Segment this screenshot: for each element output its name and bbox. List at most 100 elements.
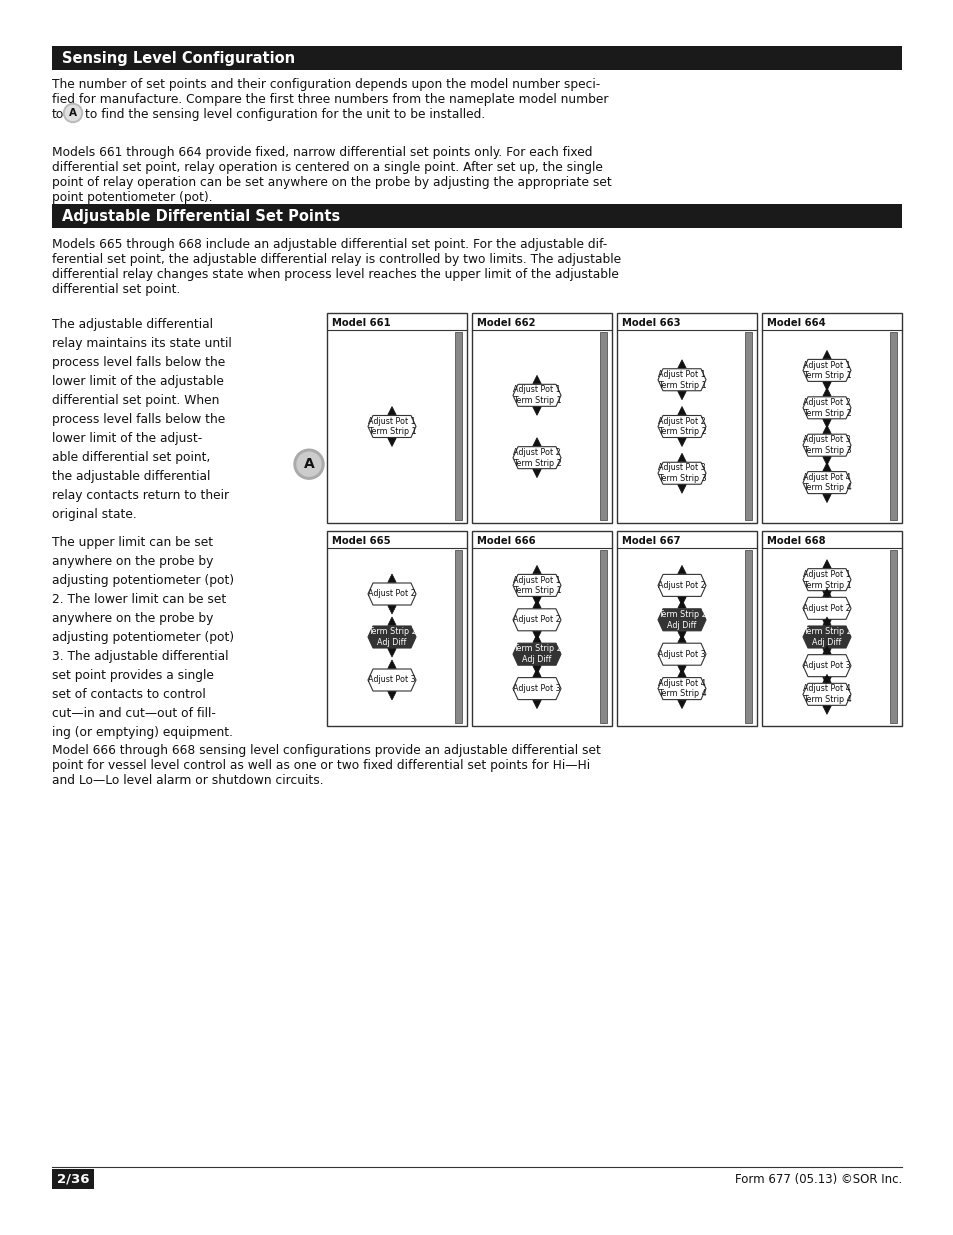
Text: Adjust Pot 2
Term Strip 2: Adjust Pot 2 Term Strip 2	[801, 398, 850, 417]
Text: A: A	[69, 107, 77, 119]
Text: Adjust Pot 3
Term Strip 3: Adjust Pot 3 Term Strip 3	[801, 435, 850, 454]
Polygon shape	[532, 597, 540, 605]
Polygon shape	[658, 678, 705, 699]
Polygon shape	[387, 648, 395, 657]
Polygon shape	[821, 425, 830, 433]
Text: differential set point, relay operation is centered on a single point. After set: differential set point, relay operation …	[52, 161, 602, 174]
Text: to find the sensing level configuration for the unit to be installed.: to find the sensing level configuration …	[85, 107, 485, 121]
Polygon shape	[821, 706, 830, 714]
Circle shape	[64, 104, 82, 122]
Bar	[761, 312, 901, 522]
Text: Adjustable Differential Set Points: Adjustable Differential Set Points	[62, 209, 340, 224]
Polygon shape	[658, 609, 705, 631]
Polygon shape	[821, 618, 830, 625]
Bar	[327, 312, 467, 522]
Polygon shape	[368, 583, 416, 605]
Text: Adjust Pot 1
Term Strip 1: Adjust Pot 1 Term Strip 1	[512, 576, 560, 595]
Text: point for vessel level control as well as one or two fixed differential set poin: point for vessel level control as well a…	[52, 760, 590, 772]
Text: Models 665 through 668 include an adjustable differential set point. For the adj: Models 665 through 668 include an adjust…	[52, 238, 607, 251]
Polygon shape	[513, 384, 560, 406]
Bar	[455, 550, 461, 722]
Polygon shape	[532, 408, 540, 415]
Polygon shape	[532, 469, 540, 478]
Text: Adjust Pot 1
Term Strip 1: Adjust Pot 1 Term Strip 1	[801, 361, 850, 380]
Polygon shape	[368, 626, 416, 648]
Polygon shape	[802, 359, 850, 382]
Text: A: A	[303, 457, 314, 472]
Polygon shape	[821, 457, 830, 466]
Text: Form 677 (05.13) ©SOR Inc.: Form 677 (05.13) ©SOR Inc.	[734, 1172, 901, 1186]
Text: The number of set points and their configuration depends upon the model number s: The number of set points and their confi…	[52, 78, 599, 91]
Polygon shape	[387, 618, 395, 625]
Bar	[617, 531, 757, 726]
Text: Model 665: Model 665	[332, 536, 390, 546]
Circle shape	[296, 452, 320, 477]
Polygon shape	[821, 494, 830, 503]
Text: Sensing Level Configuration: Sensing Level Configuration	[62, 51, 294, 65]
Polygon shape	[368, 669, 416, 692]
Polygon shape	[677, 485, 685, 493]
Polygon shape	[677, 666, 685, 674]
Polygon shape	[658, 574, 705, 597]
Polygon shape	[802, 435, 850, 456]
Text: The upper limit can be set
anywhere on the probe by
adjusting potentiometer (pot: The upper limit can be set anywhere on t…	[52, 536, 233, 739]
Text: Adjust Pot 1
Term Strip 1: Adjust Pot 1 Term Strip 1	[801, 569, 850, 589]
Text: Term Strip 2
Adj Diff: Term Strip 2 Adj Diff	[801, 627, 850, 647]
Text: Adjust Pot 1
Term Strip 1: Adjust Pot 1 Term Strip 1	[367, 416, 416, 436]
Polygon shape	[821, 588, 830, 597]
Polygon shape	[677, 453, 685, 462]
Polygon shape	[821, 382, 830, 390]
Polygon shape	[821, 648, 830, 657]
Bar	[455, 332, 461, 520]
Bar	[472, 531, 612, 726]
Text: Adjust Pot 2: Adjust Pot 2	[513, 615, 560, 625]
Polygon shape	[821, 351, 830, 359]
Polygon shape	[677, 635, 685, 642]
Polygon shape	[677, 600, 685, 608]
Polygon shape	[532, 566, 540, 574]
Polygon shape	[821, 674, 830, 683]
Polygon shape	[368, 415, 416, 437]
Polygon shape	[387, 574, 395, 583]
Text: to: to	[52, 107, 64, 121]
Text: differential set point.: differential set point.	[52, 283, 180, 296]
Polygon shape	[677, 438, 685, 447]
Polygon shape	[513, 643, 560, 666]
Text: Model 663: Model 663	[621, 317, 679, 327]
Polygon shape	[802, 655, 850, 677]
Polygon shape	[658, 369, 705, 390]
Text: point potentiometer (pot).: point potentiometer (pot).	[52, 191, 213, 204]
Text: Adjust Pot 2
Term Strip 2: Adjust Pot 2 Term Strip 2	[657, 416, 705, 436]
Polygon shape	[677, 700, 685, 709]
Polygon shape	[821, 463, 830, 471]
Polygon shape	[677, 597, 685, 605]
Text: Adjust Pot 1
Term Strip 1: Adjust Pot 1 Term Strip 1	[512, 385, 560, 405]
Text: Model 666: Model 666	[476, 536, 535, 546]
Polygon shape	[677, 359, 685, 368]
Text: Adjust Pot 1
Term Strip 1: Adjust Pot 1 Term Strip 1	[657, 369, 705, 389]
Bar	[889, 332, 896, 520]
Polygon shape	[677, 566, 685, 574]
Text: Adjust Pot 4
Term Strip 4: Adjust Pot 4 Term Strip 4	[801, 473, 850, 493]
Text: Adjust Pot 2
Term Strip 2: Adjust Pot 2 Term Strip 2	[512, 448, 560, 468]
Text: Adjust Pot 3: Adjust Pot 3	[513, 684, 560, 693]
Text: Model 662: Model 662	[476, 317, 535, 327]
Bar	[617, 312, 757, 522]
Text: Model 661: Model 661	[332, 317, 391, 327]
Text: Adjust Pot 2: Adjust Pot 2	[368, 589, 416, 599]
Text: Term Strip 2
Adj Diff: Term Strip 2 Adj Diff	[367, 627, 416, 647]
Polygon shape	[658, 462, 705, 484]
Bar	[889, 550, 896, 722]
Polygon shape	[802, 598, 850, 619]
Text: Adjust Pot 3: Adjust Pot 3	[368, 676, 416, 684]
Polygon shape	[802, 472, 850, 494]
Polygon shape	[532, 600, 540, 608]
Polygon shape	[821, 646, 830, 655]
Polygon shape	[821, 677, 830, 685]
Text: Models 661 through 664 provide fixed, narrow differential set points only. For e: Models 661 through 664 provide fixed, na…	[52, 146, 592, 159]
Polygon shape	[821, 620, 830, 629]
Text: fied for manufacture. Compare the first three numbers from the nameplate model n: fied for manufacture. Compare the first …	[52, 93, 608, 106]
Text: Term Strip 2
Adj Diff: Term Strip 2 Adj Diff	[512, 645, 560, 664]
Text: Adjust Pot 2: Adjust Pot 2	[658, 580, 705, 590]
Polygon shape	[658, 643, 705, 666]
